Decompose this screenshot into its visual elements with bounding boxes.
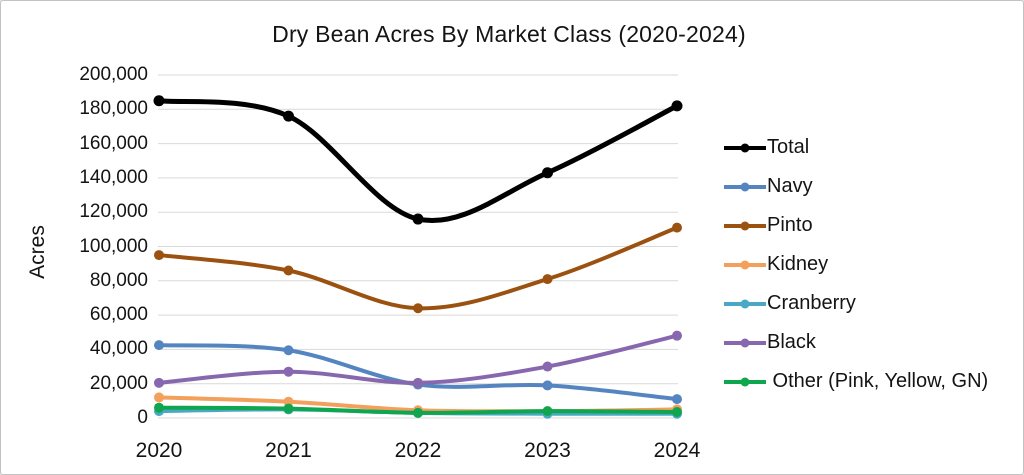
legend-label: Other (Pink, Yellow, GN): [767, 370, 989, 392]
legend-item-other-pink-yellow-gn: Other (Pink, Yellow, GN): [723, 362, 988, 401]
legend-marker-pinto: [724, 221, 766, 230]
series-marker-navy: [154, 340, 164, 351]
series-marker-pinto: [413, 303, 423, 314]
y-tick-label: 60,000: [89, 304, 148, 326]
series-marker-black: [542, 361, 553, 372]
y-tick-label: 20,000: [89, 372, 148, 394]
legend-label: Navy: [767, 175, 813, 197]
series-marker-pinto: [154, 250, 164, 261]
y-tick-label: 200,000: [79, 64, 148, 85]
chart-title: Dry Bean Acres By Market Class (2020-202…: [272, 21, 746, 47]
series-marker-pinto: [283, 265, 294, 276]
legend-item-black: Black: [723, 323, 988, 362]
legend-label: Black: [767, 331, 816, 353]
legend-label: Kidney: [767, 253, 829, 275]
legend: Total Navy Pinto Kidney Cranberry Black Other…: [723, 128, 988, 401]
series-line-total: [156, 98, 680, 223]
series-marker-black: [154, 377, 164, 388]
legend-label: Total: [767, 136, 810, 158]
series-marker-navy: [283, 345, 294, 356]
legend-marker-kidney: [724, 260, 766, 269]
series-marker-black: [283, 366, 294, 377]
y-tick-label: 180,000: [79, 98, 148, 120]
series-marker-total: [153, 95, 165, 107]
y-tick-label: 80,000: [89, 269, 148, 291]
legend-marker-cranberry: [724, 299, 766, 308]
y-axis-label: Acres: [26, 225, 49, 279]
legend-item-cranberry: Cranberry: [723, 284, 988, 323]
series-marker-navy: [542, 380, 553, 391]
series-marker-black: [413, 377, 423, 388]
series-marker-total: [542, 167, 553, 179]
legend-label: Cranberry: [767, 292, 856, 314]
series-marker-total: [412, 213, 424, 225]
x-tick-label: 2022: [394, 439, 442, 462]
series-marker-other-pink-yellow-gn: [413, 407, 423, 418]
x-tick-label: 2024: [653, 439, 701, 462]
legend-item-kidney: Kidney: [723, 245, 988, 284]
series-marker-kidney: [283, 396, 294, 407]
series-marker-black: [672, 330, 682, 341]
series-marker-other-pink-yellow-gn: [542, 406, 553, 417]
series-marker-other-pink-yellow-gn: [672, 406, 682, 417]
y-tick-label: 120,000: [79, 201, 148, 223]
series-line-pinto: [157, 225, 679, 311]
y-tick-label: 100,000: [79, 235, 148, 257]
legend-marker-total: [724, 143, 766, 152]
y-tick-label: 0: [137, 407, 148, 428]
series-marker-pinto: [542, 274, 553, 285]
y-tick-label: 40,000: [89, 338, 148, 360]
series-line-black: [157, 333, 679, 385]
y-tick-label: 160,000: [79, 132, 148, 154]
series-marker-total: [671, 100, 683, 112]
legend-label: Pinto: [767, 214, 813, 236]
legend-item-total: Total: [723, 128, 988, 167]
series-marker-total: [283, 110, 294, 122]
x-tick-label: 2020: [135, 439, 183, 462]
series-marker-pinto: [672, 222, 682, 233]
x-tick-label: 2023: [524, 439, 571, 462]
series-marker-kidney: [154, 392, 164, 403]
legend-marker-black: [724, 338, 766, 347]
series-marker-other-pink-yellow-gn: [154, 402, 164, 413]
legend-marker-navy: [724, 182, 766, 191]
series-marker-other-pink-yellow-gn: [283, 403, 294, 414]
x-tick-label: 2021: [265, 439, 312, 462]
legend-item-navy: Navy: [723, 167, 988, 206]
y-tick-label: 140,000: [79, 166, 148, 188]
legend-item-pinto: Pinto: [723, 206, 988, 245]
series-marker-navy: [672, 394, 682, 405]
legend-marker-other-pink-yellow-gn: [724, 377, 766, 386]
